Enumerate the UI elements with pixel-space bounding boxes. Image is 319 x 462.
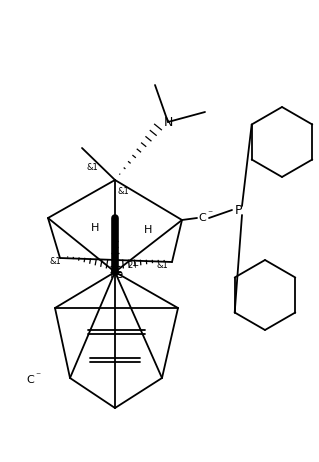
Text: N: N — [163, 116, 173, 128]
Text: Fe: Fe — [110, 267, 124, 280]
Text: C: C — [26, 375, 34, 385]
Text: H: H — [144, 225, 152, 235]
Text: &1: &1 — [156, 261, 168, 270]
Text: &1: &1 — [118, 188, 130, 196]
Text: ⁻: ⁻ — [35, 371, 41, 381]
Text: 2+: 2+ — [127, 261, 139, 270]
Text: &1: &1 — [86, 164, 98, 172]
Text: P: P — [234, 203, 242, 217]
Text: H: H — [91, 223, 99, 233]
Text: ⁻: ⁻ — [207, 209, 212, 219]
Text: C: C — [198, 213, 206, 223]
Text: &1: &1 — [50, 257, 62, 267]
